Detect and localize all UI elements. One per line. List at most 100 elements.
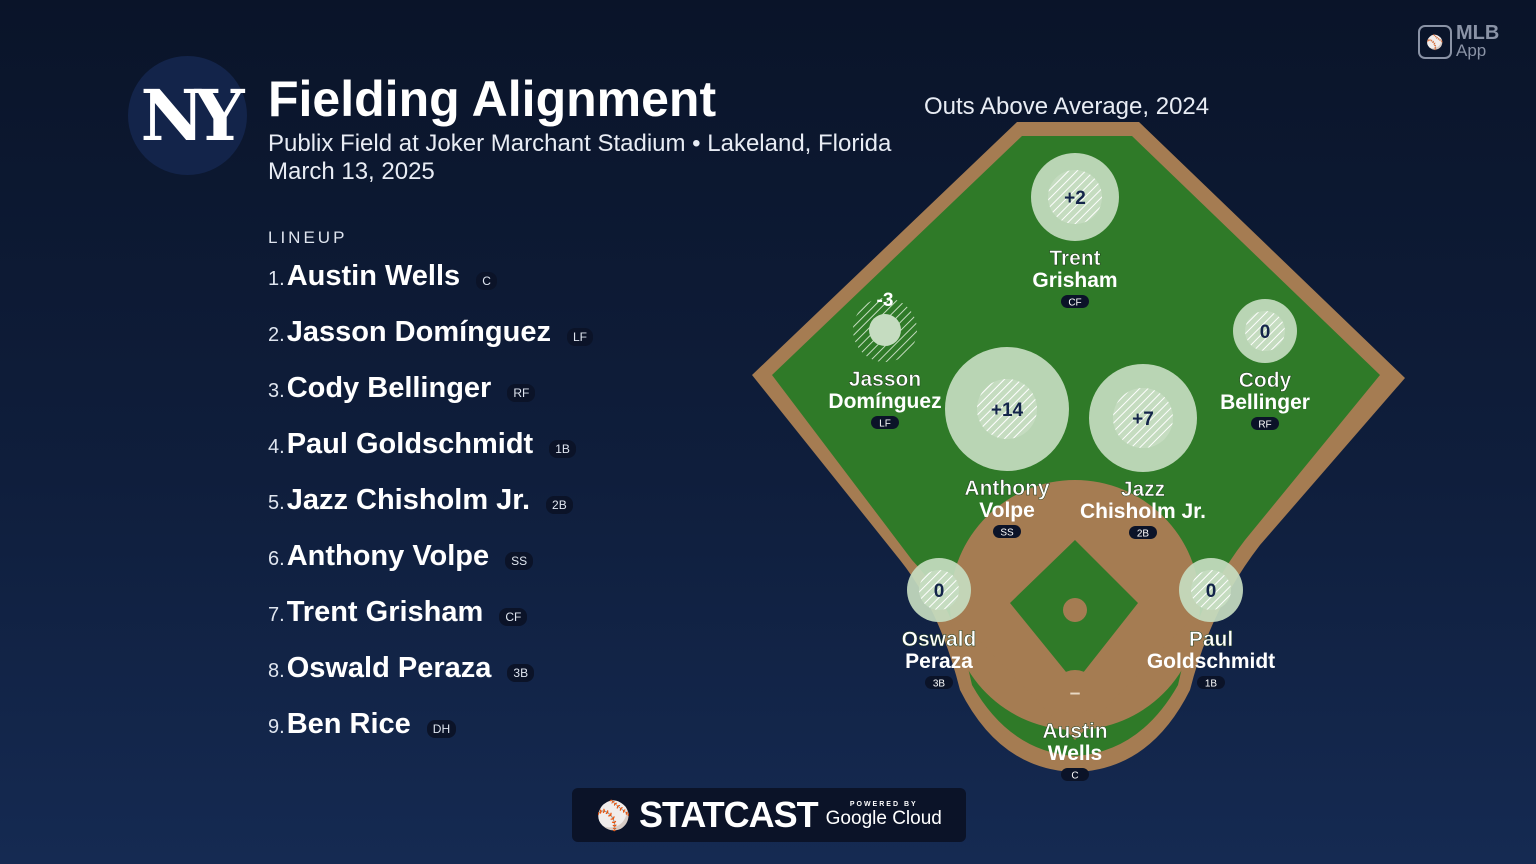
oaa-value: +14 xyxy=(991,400,1024,421)
oaa-core xyxy=(919,570,959,610)
powered-by-text: POWERED BY xyxy=(849,800,918,808)
position-badge: RF xyxy=(507,384,536,402)
app-text: App xyxy=(1456,41,1487,60)
mlb-text: MLB xyxy=(1456,22,1500,44)
batting-order: 6. xyxy=(268,548,285,570)
oaa-core xyxy=(1113,388,1173,448)
player-name: Jasson Domínguez xyxy=(286,316,551,348)
position-badge: C xyxy=(1071,771,1078,782)
player-name: Anthony Volpe xyxy=(286,540,490,572)
mlb-icon: ⚾ xyxy=(1418,25,1452,59)
home-plate-area xyxy=(1053,670,1097,714)
statcast-text: STATCAST xyxy=(639,794,819,835)
oaa-value: 0 xyxy=(1206,581,1217,602)
oaa-value: -3 xyxy=(877,290,894,311)
batting-order: 2. xyxy=(268,324,285,346)
google-cloud-text: Google Cloud xyxy=(825,807,942,829)
position-badge: SS xyxy=(1000,528,1014,539)
oaa-value: +7 xyxy=(1132,409,1154,430)
fielder-last-name: Grisham xyxy=(1032,269,1117,292)
oaa-core xyxy=(1245,311,1285,351)
player-name: Trent Grisham xyxy=(286,596,484,628)
position-badge: 2B xyxy=(546,496,573,514)
player-name: Jazz Chisholm Jr. xyxy=(286,484,531,516)
position-badge: CF xyxy=(499,608,528,626)
oaa-value: +2 xyxy=(1064,188,1086,209)
position-badge: DH xyxy=(426,720,457,738)
position-badge-bg xyxy=(1061,768,1089,781)
player-name: Cody Bellinger xyxy=(286,372,492,404)
fielder-first-name: Oswald xyxy=(902,628,977,651)
position-badge: SS xyxy=(505,552,534,570)
lineup-heading: LINEUP xyxy=(268,228,348,247)
fielder-last-name: Chisholm Jr. xyxy=(1080,500,1206,523)
fielder-first-name: Anthony xyxy=(964,477,1049,500)
fielder-last-name: Volpe xyxy=(979,499,1035,522)
position-badge: LF xyxy=(879,419,891,430)
lineup-row: 8. Oswald Peraza 3B xyxy=(268,652,535,685)
position-badge: 1B xyxy=(1205,679,1218,690)
oaa-value: – xyxy=(1070,683,1081,704)
page-title: Fielding Alignment xyxy=(268,71,717,127)
position-badge: 3B xyxy=(507,664,535,682)
fielder-first-name: Jasson xyxy=(849,368,921,391)
oaa-value: 0 xyxy=(934,581,945,602)
batting-order: 8. xyxy=(268,660,285,682)
fielder-first-name: Paul xyxy=(1189,628,1233,651)
lineup-row: 3. Cody Bellinger RF xyxy=(268,372,536,405)
position-badge: LF xyxy=(566,328,593,346)
venue: Publix Field at Joker Marchant Stadium •… xyxy=(268,130,892,157)
batting-order: 9. xyxy=(268,716,285,738)
fielder-first-name: Austin xyxy=(1042,720,1107,743)
oaa-core xyxy=(1191,570,1231,610)
batting-order: 4. xyxy=(268,436,285,458)
lineup-row: 4. Paul Goldschmidt 1B xyxy=(268,428,576,461)
fielder-first-name: Trent xyxy=(1049,247,1100,270)
fielder-last-name: Bellinger xyxy=(1220,391,1310,414)
lineup-row: 9. Ben Rice DH xyxy=(268,708,457,741)
yankees-logo: NY xyxy=(128,56,247,175)
oaa-value: 0 xyxy=(1260,322,1271,343)
game-date: March 13, 2025 xyxy=(268,158,435,185)
metric-label: Outs Above Average, 2024 xyxy=(924,93,1210,120)
batting-order: 3. xyxy=(268,380,285,402)
position-badge: 3B xyxy=(933,679,946,690)
position-badge-bg xyxy=(1061,295,1089,308)
player-name: Oswald Peraza xyxy=(286,652,492,684)
fielder-last-name: Peraza xyxy=(905,650,973,673)
position-badge: 2B xyxy=(1137,529,1150,540)
position-badge-bg xyxy=(1251,417,1279,430)
lineup-row: 5. Jazz Chisholm Jr. 2B xyxy=(268,484,573,517)
lineup-row: 6. Anthony Volpe SS xyxy=(268,540,534,573)
position-badge: 1B xyxy=(549,440,576,458)
position-badge: C xyxy=(476,272,497,290)
statcast-banner: ⚾ STATCAST POWERED BY Google Cloud xyxy=(572,788,966,842)
position-badge-bg xyxy=(925,676,953,689)
lineup-row: 1. Austin Wells C xyxy=(268,260,497,293)
oaa-core xyxy=(977,379,1037,439)
mlb-batter-icon: ⚾ xyxy=(596,799,631,831)
fielder-first-name: Cody xyxy=(1239,369,1292,392)
fielder-first-name: Jazz xyxy=(1121,478,1165,501)
position-badge-bg xyxy=(1197,676,1225,689)
batting-order: 7. xyxy=(268,604,285,626)
position-badge: CF xyxy=(1068,298,1081,309)
batting-order: 5. xyxy=(268,492,285,514)
batting-order: 1. xyxy=(268,268,285,290)
position-badge-bg xyxy=(1129,526,1157,539)
lineup-row: 7. Trent Grisham CF xyxy=(268,596,528,629)
player-name: Ben Rice xyxy=(286,708,411,740)
lineup-row: 2. Jasson Domínguez LF xyxy=(268,316,593,349)
fielder-last-name: Goldschmidt xyxy=(1147,650,1275,673)
mlb-app-logo: ⚾ MLB App xyxy=(1418,22,1500,60)
outfield-grass xyxy=(772,136,1380,756)
fielder-last-name: Domínguez xyxy=(828,390,941,413)
position-badge-bg xyxy=(871,416,899,429)
